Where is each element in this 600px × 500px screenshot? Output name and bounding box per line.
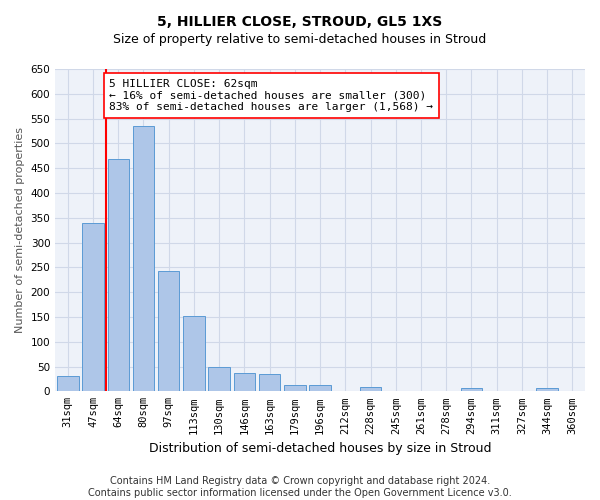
X-axis label: Distribution of semi-detached houses by size in Stroud: Distribution of semi-detached houses by …	[149, 442, 491, 455]
Bar	[259, 374, 280, 392]
Bar	[208, 366, 230, 392]
Bar	[233, 373, 255, 392]
Bar	[107, 159, 129, 392]
Text: Contains HM Land Registry data © Crown copyright and database right 2024.
Contai: Contains HM Land Registry data © Crown c…	[88, 476, 512, 498]
Bar	[183, 316, 205, 392]
Bar	[284, 385, 305, 392]
Text: 5 HILLIER CLOSE: 62sqm
← 16% of semi-detached houses are smaller (300)
83% of se: 5 HILLIER CLOSE: 62sqm ← 16% of semi-det…	[109, 79, 433, 112]
Bar	[133, 126, 154, 392]
Bar	[536, 388, 558, 392]
Text: 5, HILLIER CLOSE, STROUD, GL5 1XS: 5, HILLIER CLOSE, STROUD, GL5 1XS	[157, 15, 443, 29]
Y-axis label: Number of semi-detached properties: Number of semi-detached properties	[15, 127, 25, 333]
Bar	[360, 388, 381, 392]
Bar	[310, 385, 331, 392]
Bar	[82, 222, 104, 392]
Text: Size of property relative to semi-detached houses in Stroud: Size of property relative to semi-detach…	[113, 32, 487, 46]
Bar	[158, 271, 179, 392]
Bar	[461, 388, 482, 392]
Bar	[57, 376, 79, 392]
